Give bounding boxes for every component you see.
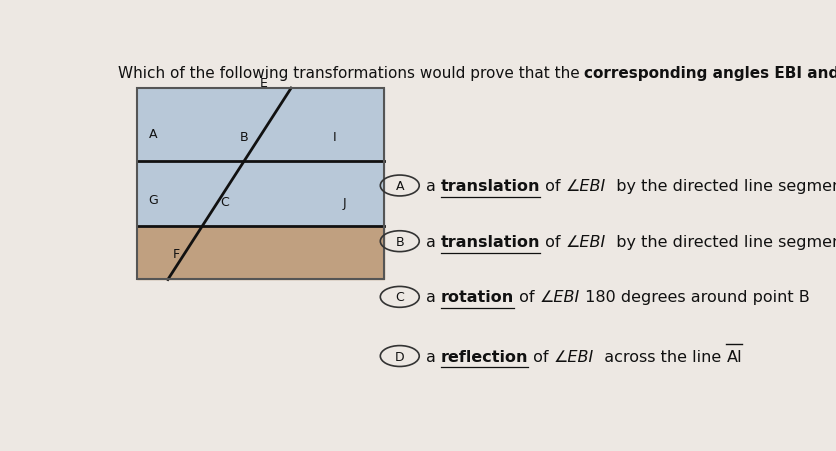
Text: C: C (395, 291, 404, 304)
Text: B: B (239, 131, 248, 144)
Bar (137, 89, 383, 280)
Text: reflection: reflection (441, 349, 528, 364)
Text: ∠EBI: ∠EBI (565, 179, 605, 193)
Text: rotation: rotation (441, 290, 513, 305)
Text: of: of (528, 349, 553, 364)
Text: across the line: across the line (594, 349, 726, 364)
Text: F: F (172, 247, 180, 260)
Text: of: of (539, 234, 565, 249)
Text: a: a (426, 234, 441, 249)
Text: I: I (333, 131, 336, 144)
Text: ∠EBI: ∠EBI (539, 290, 579, 305)
Text: AI: AI (726, 349, 742, 364)
Text: translation: translation (441, 234, 539, 249)
Text: ∠EBI: ∠EBI (553, 349, 594, 364)
Text: a: a (426, 290, 441, 305)
Text: D: D (395, 350, 404, 363)
Text: C: C (220, 195, 229, 208)
Bar (137, 89, 383, 226)
Text: corresponding angles EBI and BCJ are congruent?: corresponding angles EBI and BCJ are con… (584, 66, 836, 81)
Text: J: J (343, 197, 346, 210)
Text: a: a (426, 179, 441, 193)
Text: B: B (395, 235, 404, 248)
Text: ∠EBI: ∠EBI (565, 234, 605, 249)
Text: Which of the following transformations would prove that the: Which of the following transformations w… (117, 66, 584, 81)
Text: G: G (148, 193, 158, 207)
Text: of: of (513, 290, 539, 305)
Bar (137, 226, 383, 280)
Text: of: of (539, 179, 565, 193)
Text: translation: translation (441, 179, 539, 193)
Text: a: a (426, 349, 441, 364)
Text: by the directed line segment: by the directed line segment (605, 179, 836, 193)
Text: A: A (149, 128, 157, 140)
Text: 180 degrees around point B: 180 degrees around point B (579, 290, 808, 305)
Text: E: E (259, 77, 268, 90)
Text: A: A (395, 179, 404, 193)
Text: by the directed line segment: by the directed line segment (605, 234, 836, 249)
